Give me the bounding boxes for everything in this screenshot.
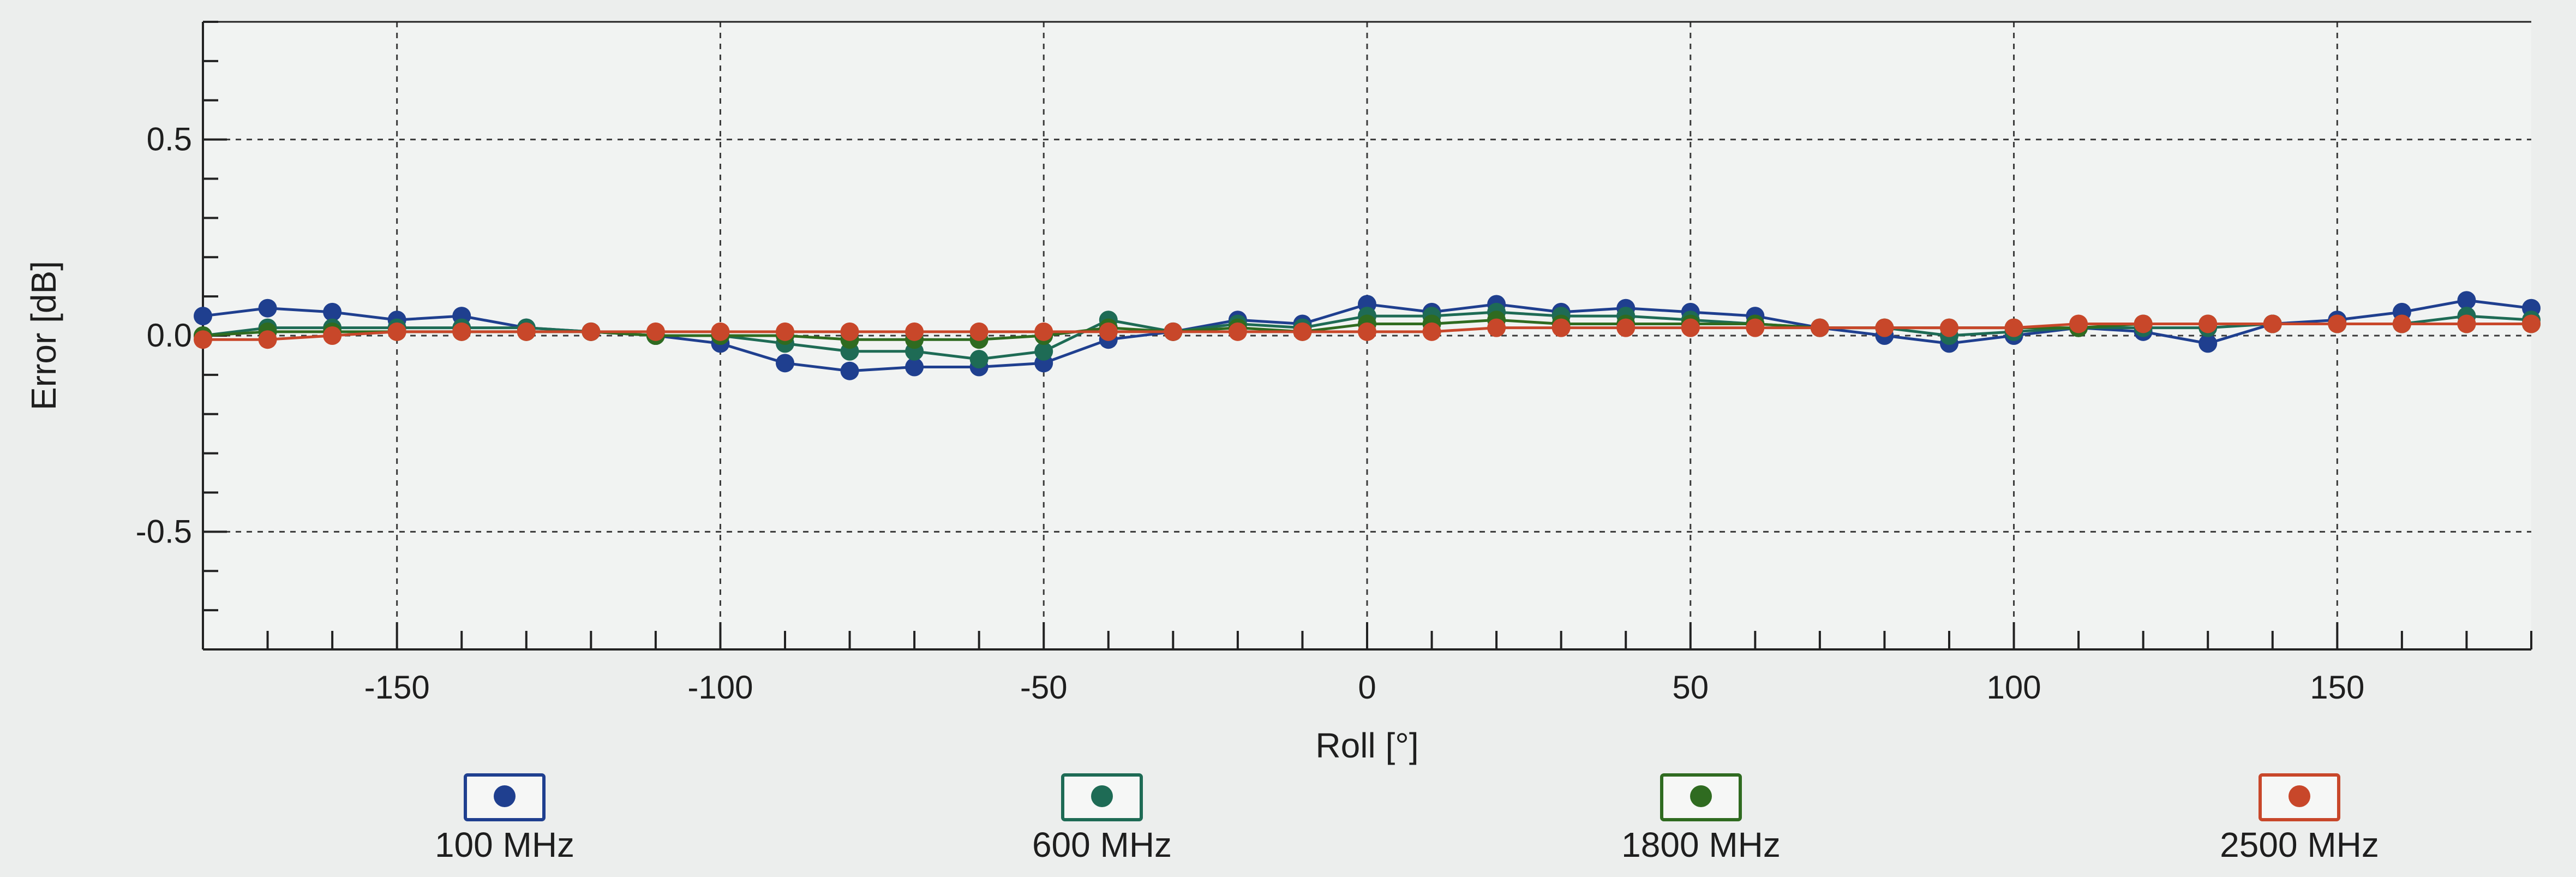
tick-marks: [202, 21, 2532, 651]
data-point: [1422, 322, 1441, 341]
legend-label: 1800 MHz: [1621, 825, 1781, 864]
data-point: [776, 354, 794, 373]
data-point: [840, 361, 859, 380]
legend-label: 100 MHz: [435, 825, 574, 864]
x-tick-label: 0: [1358, 669, 1376, 706]
y-tick-label: 0.0: [147, 317, 192, 354]
data-point: [1746, 318, 1765, 337]
data-point: [2457, 291, 2476, 310]
data-point: [2263, 314, 2282, 333]
data-point: [194, 307, 212, 326]
legend-marker: [1091, 785, 1113, 807]
data-point: [452, 322, 471, 341]
data-point: [1293, 322, 1312, 341]
data-point: [1551, 318, 1571, 337]
x-tick-label: -150: [364, 669, 430, 706]
legend: 100 MHz 600 MHz 1800 MHz 2500 MHz: [435, 773, 2379, 864]
y-tick-label: -0.5: [136, 513, 192, 550]
legend-label: 2500 MHz: [2220, 825, 2379, 864]
data-point: [2004, 318, 2023, 337]
data-point: [1034, 322, 1053, 341]
data-point: [323, 302, 342, 321]
data-point: [776, 322, 794, 341]
data-point: [905, 322, 924, 341]
data-point: [2392, 314, 2411, 333]
legend-marker: [2289, 785, 2310, 807]
data-point: [905, 357, 924, 377]
data-point: [1034, 342, 1053, 361]
legend-marker: [494, 785, 516, 807]
legend-item: 2500 MHz: [2220, 773, 2379, 864]
data-point: [2134, 314, 2153, 333]
data-point: [194, 330, 212, 349]
y-tick-label: 0.5: [147, 121, 192, 158]
x-tick-label: -50: [1020, 669, 1068, 706]
data-point: [2198, 334, 2218, 353]
x-axis-title: Roll [°]: [1315, 726, 1418, 765]
data-point: [1487, 318, 1506, 337]
tick-labels: -150 -100 -50 0 50 100 150 0.5 0.0 -0.5: [136, 121, 2365, 706]
data-point: [323, 326, 342, 345]
data-point: [1940, 318, 1958, 337]
data-point: [2328, 314, 2347, 333]
data-point: [969, 350, 989, 369]
series-2500-mhz: [194, 314, 2541, 349]
legend-label: 600 MHz: [1032, 825, 1172, 864]
legend-item: 600 MHz: [1032, 773, 1172, 864]
data-point: [1681, 318, 1700, 337]
series-layer: [194, 291, 2541, 380]
data-point: [517, 322, 536, 341]
data-point: [2198, 314, 2218, 333]
data-point: [258, 330, 277, 349]
legend-item: 100 MHz: [435, 773, 574, 864]
data-point: [258, 299, 277, 318]
data-point: [1875, 318, 1894, 337]
legend-item: 1800 MHz: [1621, 773, 1781, 864]
data-point: [2522, 314, 2541, 333]
data-point: [711, 322, 730, 341]
data-point: [1810, 318, 1829, 337]
data-point: [646, 322, 665, 341]
x-tick-label: -100: [687, 669, 753, 706]
x-tick-label: 50: [1672, 669, 1709, 706]
data-point: [2069, 314, 2088, 333]
legend-marker: [1690, 785, 1712, 807]
data-point: [387, 322, 406, 341]
x-tick-label: 100: [1987, 669, 2041, 706]
data-point: [969, 322, 989, 341]
data-point: [582, 322, 601, 341]
data-point: [840, 322, 859, 341]
data-point: [1228, 322, 1247, 341]
data-point: [1616, 318, 1636, 337]
data-point: [1164, 322, 1183, 341]
data-point: [1099, 322, 1118, 341]
data-point: [1358, 322, 1376, 341]
y-axis-title: Error [dB]: [24, 261, 63, 410]
data-point: [2457, 314, 2476, 333]
x-tick-label: 150: [2310, 669, 2364, 706]
